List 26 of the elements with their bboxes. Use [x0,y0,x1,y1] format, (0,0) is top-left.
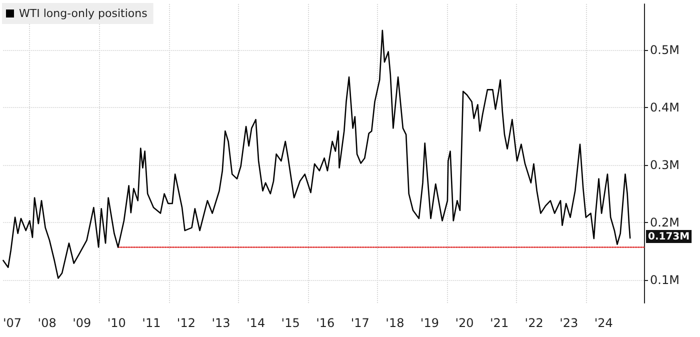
x-tick-label: '15 [281,316,300,330]
x-tick-label: '08 [38,316,56,330]
y-tick-label: 0.1M [650,273,680,287]
x-tick-label: '24 [594,316,613,330]
text: 0.173M [648,232,690,243]
legend-label: WTI long-only positions [19,7,148,20]
x-tick-label: '20 [455,316,474,330]
line-series [2,30,631,279]
x-tick-label: '14 [246,316,266,330]
x-tick-label: '19 [420,316,440,330]
x-tick-label: '11 [142,316,161,330]
y-tick-label: 0.4M [650,100,680,114]
x-tick-label: '22 [524,316,544,330]
y-tick-label: 0.3M [650,158,680,172]
x-tick-label: '21 [490,316,509,330]
x-tick-label: '07 [2,316,22,330]
x-tick-label: '13 [212,316,230,330]
x-tick-label: '10 [107,316,126,330]
x-tick-label: '09 [72,316,92,330]
x-tick-label: '12 [176,316,196,330]
x-tick-label: '16 [316,316,335,330]
y-tick-label: 0.5M [650,43,680,57]
x-tick-label: '17 [350,316,370,330]
y-tick-label: 0.2M [650,216,680,230]
x-tick-label: '23 [560,316,578,330]
x-tick-label: '18 [386,316,404,330]
